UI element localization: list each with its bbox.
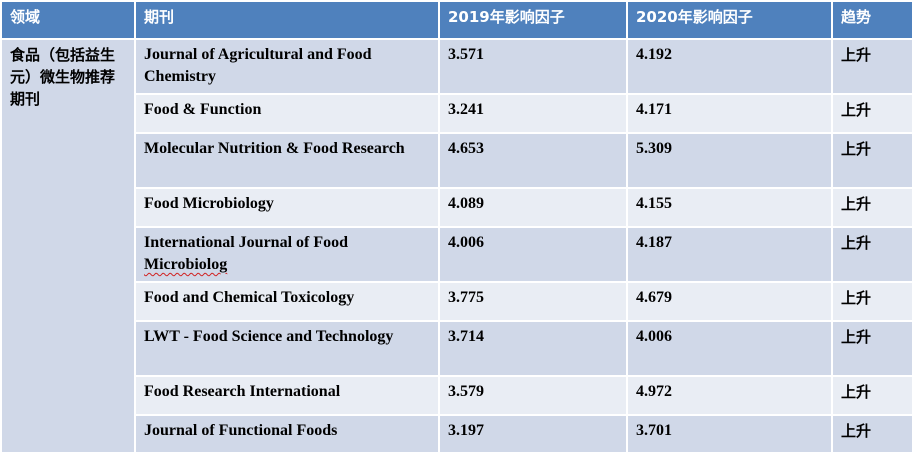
journal-name: Food Microbiology [134, 187, 440, 228]
impact-factor-2019: 3.579 [438, 375, 628, 416]
table-row: International Journal of Food Microbiolog… [1, 226, 913, 283]
impact-factor-2019: 3.775 [438, 281, 628, 322]
header-if-2019: 2019年影响因子 [438, 0, 628, 40]
table-row: Food Microbiology 4.089 4.155 上升 [1, 187, 913, 228]
journal-name-line: International Journal of Food [144, 234, 349, 251]
journal-name-misspelled: Microbiolog [144, 256, 228, 273]
header-if-2020: 2020年影响因子 [626, 0, 833, 40]
trend-cell: 上升 [831, 132, 913, 189]
header-row: 领域 期刊 2019年影响因子 2020年影响因子 趋势 [0, 0, 913, 40]
impact-factor-2020: 4.679 [626, 281, 833, 322]
impact-factor-2020: 4.187 [626, 226, 833, 283]
trend-cell: 上升 [831, 375, 913, 416]
trend-cell: 上升 [831, 187, 913, 228]
table-row: Food & Function 3.241 4.171 上升 [1, 93, 913, 134]
impact-factor-2020: 5.309 [626, 132, 833, 189]
impact-factor-2019: 4.089 [438, 187, 628, 228]
journal-name: Food Research International [134, 375, 440, 416]
journal-name: Molecular Nutrition & Food Research [134, 132, 440, 189]
impact-factor-2020: 4.155 [626, 187, 833, 228]
journal-name: Food & Function [134, 93, 440, 134]
table-row: LWT - Food Science and Technology 3.714 … [1, 320, 913, 377]
table-row: Food Research International 3.579 4.972 … [1, 375, 913, 416]
journal-name: LWT - Food Science and Technology [134, 320, 440, 377]
impact-factor-2019: 4.006 [438, 226, 628, 283]
impact-factor-2020: 4.006 [626, 320, 833, 377]
trend-cell: 上升 [831, 93, 913, 134]
impact-factor-2019: 3.714 [438, 320, 628, 377]
trend-cell: 上升 [831, 38, 913, 95]
trend-cell: 上升 [831, 320, 913, 377]
impact-factor-2020: 4.171 [626, 93, 833, 134]
journal-name: Journal of Functional Foods [134, 414, 440, 454]
impact-factor-2019: 3.241 [438, 93, 628, 134]
impact-factor-2020: 4.972 [626, 375, 833, 416]
impact-factor-2019: 3.571 [438, 38, 628, 95]
trend-cell: 上升 [831, 414, 913, 454]
table-row: Journal of Functional Foods 3.197 3.701 … [1, 414, 913, 454]
table-row: Food and Chemical Toxicology 3.775 4.679… [1, 281, 913, 322]
journal-name: International Journal of Food Microbiolog [134, 226, 440, 283]
trend-cell: 上升 [831, 281, 913, 322]
table-row: Molecular Nutrition & Food Research 4.65… [1, 132, 913, 189]
impact-factor-2019: 4.653 [438, 132, 628, 189]
impact-factor-2020: 3.701 [626, 414, 833, 454]
header-trend: 趋势 [831, 0, 913, 40]
journal-name: Food and Chemical Toxicology [134, 281, 440, 322]
header-journal: 期刊 [134, 0, 440, 40]
journal-name: Journal of Agricultural and Food Chemist… [134, 38, 440, 95]
table-row: 食品（包括益生元）微生物推荐期刊 Journal of Agricultural… [0, 38, 913, 454]
impact-factor-2019: 3.197 [438, 414, 628, 454]
impact-factor-2020: 4.192 [626, 38, 833, 95]
trend-cell: 上升 [831, 226, 913, 283]
field-cell: 食品（包括益生元）微生物推荐期刊 [0, 38, 136, 454]
header-field: 领域 [0, 0, 136, 40]
